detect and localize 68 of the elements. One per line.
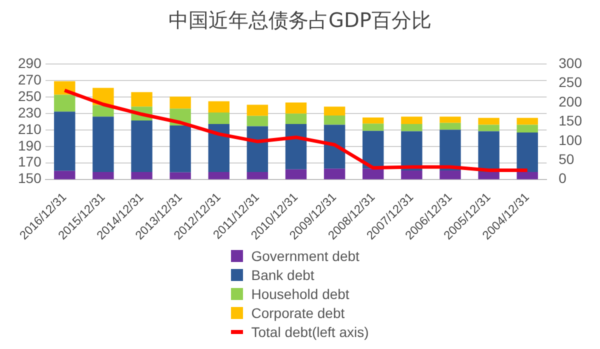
y-tick-label: 250	[18, 88, 42, 104]
bar	[131, 120, 152, 172]
bar	[170, 172, 191, 180]
bar	[401, 116, 422, 124]
bar	[401, 170, 422, 180]
bar	[246, 126, 268, 172]
bar	[92, 116, 114, 172]
y2-tick-label: 200	[558, 93, 582, 110]
bar	[516, 132, 538, 172]
bar	[440, 130, 461, 171]
bar	[170, 96, 191, 109]
legend-label: Government debt	[251, 248, 360, 264]
bar	[285, 124, 307, 170]
bar	[285, 169, 307, 180]
legend-label: Total debt(left axis)	[251, 324, 369, 340]
bar	[208, 101, 230, 112]
bar	[246, 172, 268, 180]
bar	[440, 116, 461, 123]
y2-tick-label: 100	[558, 132, 582, 148]
bar	[362, 124, 384, 131]
bar	[324, 116, 346, 125]
bar	[324, 124, 346, 169]
bar	[362, 117, 384, 124]
bar	[246, 104, 268, 116]
bar	[478, 118, 500, 125]
bar	[208, 112, 230, 124]
legend-label: Bank debt	[251, 266, 314, 282]
bar	[92, 172, 114, 180]
bar	[362, 130, 384, 169]
bar	[246, 116, 268, 126]
bar	[516, 124, 538, 132]
bar	[478, 131, 500, 172]
bar	[516, 172, 538, 180]
y2-tick-label: 300	[558, 54, 582, 71]
bar	[478, 124, 500, 132]
bar	[324, 106, 346, 116]
bar	[285, 114, 307, 124]
legend-label: Household debt	[251, 286, 350, 302]
legend-label: Corporate debt	[251, 304, 345, 320]
bar	[131, 172, 152, 180]
y-tick-label: 290	[18, 54, 42, 71]
bar	[54, 112, 76, 171]
y2-tick-label: 150	[558, 112, 582, 129]
bar	[170, 126, 191, 172]
chart-title: 中国近年总债务占GDP百分比	[168, 8, 432, 32]
bar	[401, 124, 422, 132]
bar	[285, 102, 307, 114]
y2-tick-label: 0	[558, 170, 567, 186]
y-tick-label: 150	[18, 170, 42, 186]
bar	[54, 94, 76, 112]
bar	[516, 118, 538, 125]
bar	[362, 168, 384, 180]
bar	[208, 172, 230, 180]
bar	[131, 92, 152, 107]
bar	[401, 131, 422, 171]
bar	[440, 170, 461, 180]
bar	[324, 168, 346, 180]
bar	[208, 124, 230, 172]
y2-tick-label: 250	[558, 74, 582, 90]
bar	[478, 172, 500, 180]
y-tick-label: 270	[18, 71, 42, 88]
y-tick-label: 170	[18, 154, 42, 170]
y-tick-label: 190	[18, 137, 42, 154]
bar	[54, 170, 76, 180]
y-tick-label: 230	[18, 104, 42, 120]
y2-tick-label: 50	[558, 150, 574, 167]
y-tick-label: 210	[18, 120, 42, 137]
bar	[440, 122, 461, 130]
